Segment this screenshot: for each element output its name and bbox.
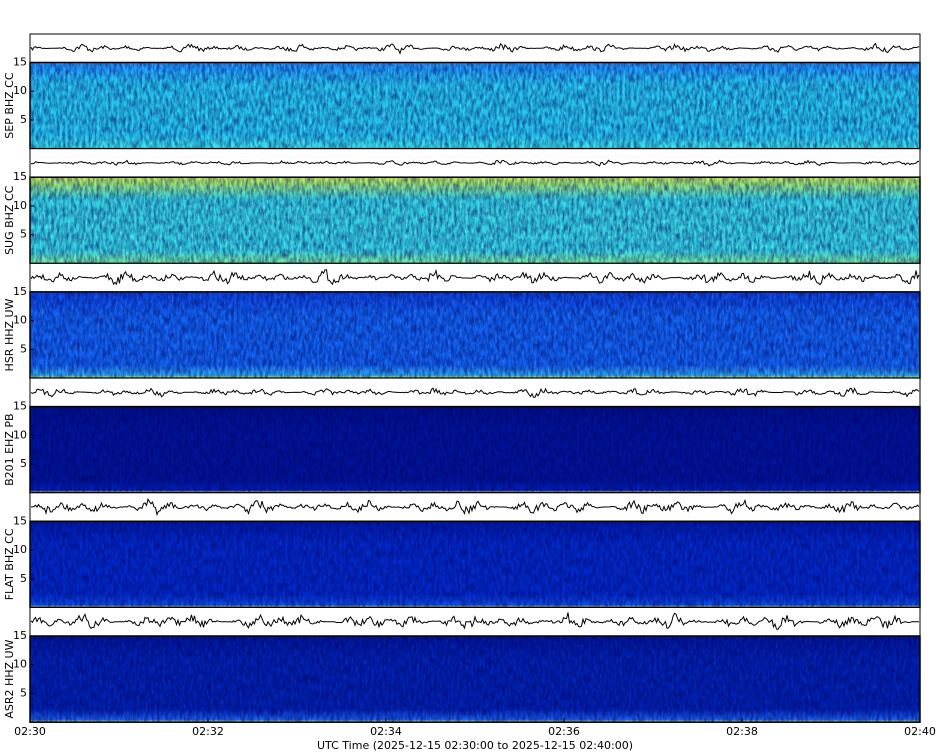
y-tick-label: 5 — [20, 113, 27, 126]
spectrogram-noise — [30, 177, 920, 264]
y-axis-label: SUG BHZ CC — [3, 185, 16, 255]
x-tick-label: 02:36 — [548, 725, 580, 738]
spectrogram-noise — [30, 521, 920, 608]
y-tick-label: 15 — [13, 514, 27, 527]
y-tick-label: 5 — [20, 686, 27, 699]
waveform — [30, 387, 920, 398]
y-tick-label: 15 — [13, 629, 27, 642]
y-tick-label: 10 — [13, 199, 27, 212]
y-tick-label: 15 — [13, 56, 27, 69]
waveform — [30, 42, 920, 55]
x-axis-label: UTC Time (2025-12-15 02:30:00 to 2025-12… — [317, 739, 633, 752]
y-axis-label: ASR2 HHZ UW — [3, 639, 16, 718]
y-tick-label: 10 — [13, 543, 27, 556]
y-tick-label: 15 — [13, 170, 27, 183]
waveform — [30, 268, 920, 286]
spectrogram-noise — [30, 291, 920, 379]
x-tick-label: 02:32 — [192, 725, 224, 738]
waveform — [30, 159, 920, 167]
x-tick-label: 02:38 — [726, 725, 758, 738]
y-tick-label: 10 — [13, 84, 27, 97]
y-tick-label: 10 — [13, 428, 27, 441]
y-tick-label: 5 — [20, 457, 27, 470]
spectrogram-frame — [29, 635, 921, 723]
x-tick-label: 02:34 — [370, 725, 402, 738]
y-tick-label: 5 — [20, 228, 27, 241]
y-tick-label: 10 — [13, 658, 27, 671]
y-tick-label: 5 — [20, 572, 27, 585]
x-tick-label: 02:30 — [14, 725, 46, 738]
spectrogram-noise — [30, 636, 920, 723]
y-tick-label: 15 — [13, 400, 27, 413]
y-tick-label: 5 — [20, 342, 27, 355]
waveform — [31, 498, 920, 517]
spectrogram-noise — [30, 62, 920, 149]
x-tick-label: 02:40 — [904, 725, 936, 738]
y-axis-label: B201 EHZ PB — [3, 413, 16, 485]
spectrogram-noise — [30, 406, 920, 493]
y-tick-label: 10 — [13, 314, 27, 327]
waveform — [30, 612, 919, 630]
y-axis-label: FLAT BHZ CC — [3, 528, 16, 600]
y-axis-label: SEP BHZ CC — [3, 72, 16, 139]
y-tick-label: 15 — [13, 285, 27, 298]
y-axis-label: HSR HHZ UW — [3, 298, 16, 371]
